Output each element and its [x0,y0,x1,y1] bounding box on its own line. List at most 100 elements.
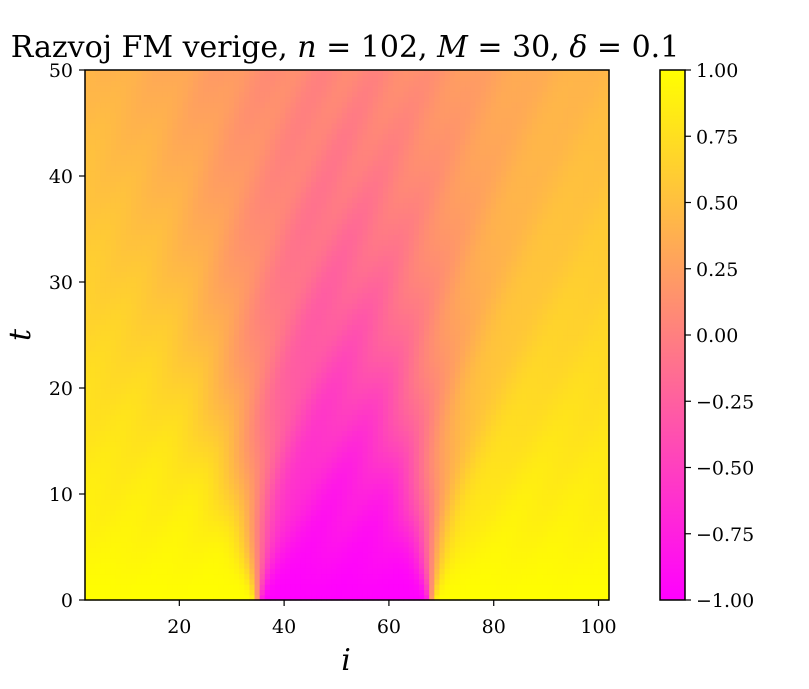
heatmap-cell [95,499,102,506]
heatmap-cell [598,584,605,590]
heatmap-cell [393,472,399,479]
heatmap-cell [593,403,600,410]
heatmap-cell [275,340,281,347]
heatmap-cell [90,515,96,522]
heatmap-cell [424,499,430,506]
heatmap-cell [454,340,461,347]
heatmap-cell [223,467,230,474]
heatmap-cell [413,372,420,378]
heatmap-cell [105,340,112,347]
heatmap-cell [300,552,307,559]
heatmap-cell [495,446,502,453]
heatmap-cell [280,382,286,389]
heatmap-cell [295,520,302,527]
heatmap-cell [501,340,507,347]
heatmap-cell [347,589,353,596]
heatmap-cell [424,435,430,442]
heatmap-cell [336,366,343,373]
heatmap-cell [367,578,374,585]
heatmap-cell [439,552,446,559]
heatmap-cell [547,356,554,363]
heatmap-cell [239,451,245,458]
heatmap-cell [403,499,410,506]
heatmap-cell [501,494,507,500]
heatmap-cell [136,573,143,580]
heatmap-cell [305,541,312,548]
heatmap-cell [398,382,405,389]
heatmap-cell [598,494,605,500]
heatmap-cell [362,499,369,506]
heatmap-cell [367,531,374,537]
heatmap-cell [388,562,394,569]
heatmap-cell [105,366,112,373]
heatmap-cell [295,393,302,400]
heatmap-cell [280,568,286,575]
heatmap-cell [311,478,317,484]
heatmap-cell [321,419,328,426]
heatmap-cell [326,520,333,527]
heatmap-cell [115,578,122,585]
heatmap-cell [362,372,369,378]
heatmap-cell [182,509,189,516]
heatmap-cell [259,409,266,416]
heatmap-cell [537,403,543,410]
heatmap-cell [490,504,497,511]
heatmap-cell [326,425,333,431]
heatmap-cell [531,552,538,559]
heatmap-cell [449,403,456,410]
heatmap-cell [192,462,199,469]
heatmap-cell [424,509,430,516]
heatmap-cell [331,398,338,405]
heatmap-cell [300,504,307,511]
heatmap-cell [280,430,286,437]
heatmap-cell [290,552,297,559]
heatmap-cell [388,488,394,495]
heatmap-cell [110,462,117,469]
heatmap-cell [352,472,358,479]
heatmap-cell [269,531,276,537]
heatmap-cell [228,345,235,352]
heatmap-cell [475,409,482,416]
heatmap-cell [85,520,91,527]
heatmap-cell [198,388,204,394]
heatmap-cell [537,547,543,553]
heatmap-cell [598,451,605,458]
heatmap-cell [90,403,96,410]
heatmap-cell [537,552,543,559]
heatmap-cell [223,430,230,437]
heatmap-cell [264,446,271,453]
heatmap-cell [182,589,189,596]
heatmap-cell [275,504,281,511]
heatmap-cell [131,382,137,389]
heatmap-cell [526,382,533,389]
heatmap-cell [233,557,240,564]
heatmap-cell [233,472,240,479]
heatmap-cell [460,547,466,553]
heatmap-cell [151,446,158,453]
heatmap-cell [254,366,261,373]
heatmap-cell [382,472,389,479]
heatmap-cell [115,589,122,596]
heatmap-cell [347,377,353,384]
heatmap-cell [403,536,410,543]
heatmap-cell [398,414,405,421]
heatmap-cell [187,515,194,522]
heatmap-cell [562,494,569,500]
heatmap-cell [403,350,410,357]
heatmap-cell [372,350,379,357]
heatmap-cell [521,414,528,421]
heatmap-cell [305,393,312,400]
heatmap-cell [398,350,405,357]
heatmap-cell [367,483,374,490]
heatmap-cell [280,478,286,484]
heatmap-cell [120,393,127,400]
heatmap-cell [156,557,163,564]
heatmap-cell [511,589,518,596]
heatmap-cell [321,350,328,357]
heatmap-cell [573,504,579,511]
heatmap-cell [603,509,610,516]
heatmap-cell [495,403,502,410]
heatmap-cell [454,531,461,537]
heatmap-cell [552,393,559,400]
heatmap-cell [516,372,523,378]
